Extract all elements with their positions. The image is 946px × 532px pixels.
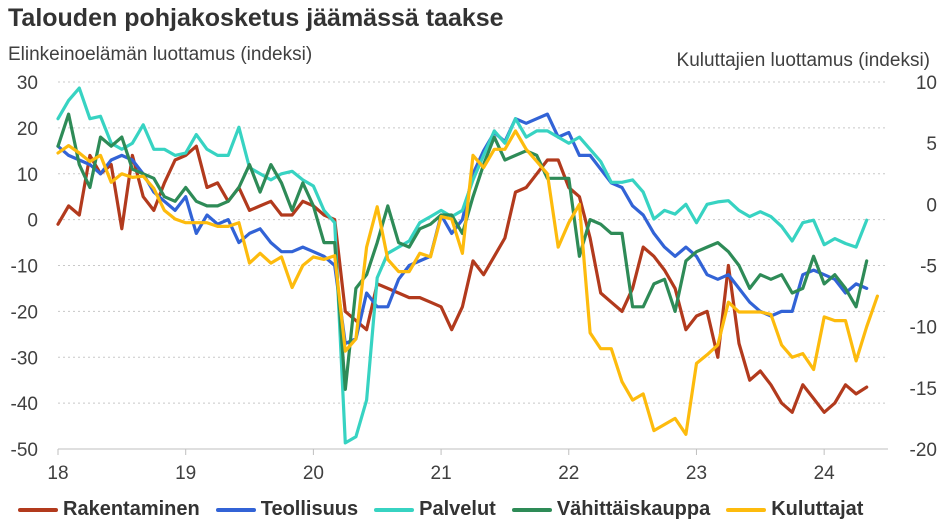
axis-ticks: 30 20 10 0 -10 -20 -30 -40 -50 10 5 0 -5 -10 -15 -20 18 1… — [11, 73, 937, 484]
legend-label: Palvelut — [419, 498, 496, 520]
y-left-tick-label: -30 — [11, 348, 38, 369]
series-lines — [56, 86, 879, 445]
series-line-palvelut — [56, 86, 869, 445]
legend-swatch — [511, 507, 552, 512]
legend-label: Vähittäiskauppa — [556, 498, 711, 520]
y-right-tick-label: -5 — [920, 257, 937, 278]
x-tick-label: 24 — [814, 463, 836, 484]
series-line-kuluttajat — [56, 129, 879, 436]
legend-swatch — [374, 507, 415, 512]
y-left-tick-label: 30 — [17, 73, 38, 94]
x-tick-label: 20 — [303, 463, 324, 484]
chart-title: Talouden pohjakosketus jäämässä taakse — [8, 4, 504, 32]
y-right-tick-label: 5 — [926, 134, 937, 155]
y-left-tick-label: -20 — [11, 302, 38, 323]
y-right-tick-label: 10 — [916, 73, 937, 94]
legend-item: Kuluttajat — [726, 498, 863, 521]
legend-label: Kuluttajat — [771, 498, 864, 520]
x-tick-label: 22 — [558, 463, 579, 484]
legend-swatch — [18, 507, 58, 512]
series-line-vähittäiskauppa — [56, 112, 869, 391]
y-left-tick-label: 20 — [17, 119, 38, 140]
x-tick-label: 19 — [175, 463, 196, 484]
y-right-tick-label: 0 — [926, 195, 937, 216]
y-right-tick-label: -20 — [910, 440, 937, 461]
legend-item: Teollisuus — [215, 498, 359, 521]
y-right-tick-label: -15 — [910, 379, 937, 400]
x-tick-label: 23 — [686, 463, 707, 484]
y-left-tick-label: -40 — [11, 394, 38, 415]
y-axis-left-label: Elinkeinoelämän luottamus (indeksi) — [8, 44, 313, 65]
legend-label: Rakentaminen — [63, 498, 200, 520]
legend-swatch — [215, 507, 256, 512]
legend-swatch — [726, 507, 767, 512]
legend-label: Teollisuus — [260, 498, 359, 520]
x-tick-label: 18 — [47, 463, 68, 484]
legend-item: Vähittäiskauppa — [511, 498, 711, 521]
series-line-rakentaminen — [56, 144, 869, 414]
x-tick-label: 21 — [431, 463, 452, 484]
y-right-tick-label: -10 — [910, 318, 937, 339]
legend-item: Rakentaminen — [18, 498, 200, 521]
legend-item: Palvelut — [374, 498, 496, 521]
y-left-tick-label: -50 — [11, 440, 38, 461]
y-left-tick-label: 0 — [27, 211, 38, 232]
y-axis-right-label: Kuluttajien luottamus (indeksi) — [676, 50, 930, 71]
legend: Rakentaminen Teollisuus Palvelut Vähittäisk… — [18, 498, 879, 521]
y-left-tick-label: 10 — [17, 165, 38, 186]
y-left-tick-label: -10 — [11, 257, 38, 278]
